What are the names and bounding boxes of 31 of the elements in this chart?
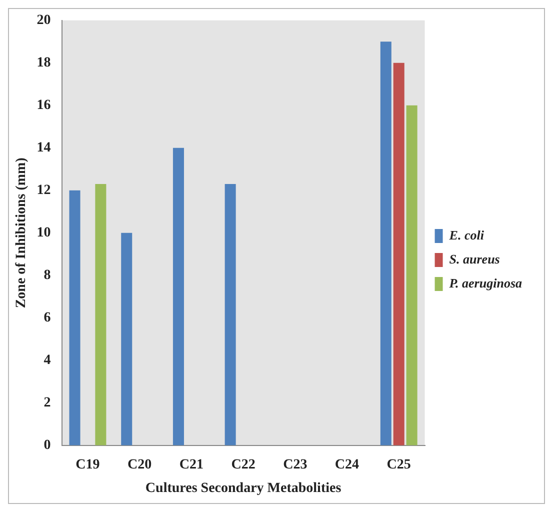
y-tick-label: 0 bbox=[44, 438, 51, 454]
bar bbox=[172, 148, 184, 446]
x-tick-label: C23 bbox=[283, 457, 308, 472]
y-tick-label: 4 bbox=[44, 353, 51, 368]
x-tick-label: C21 bbox=[179, 457, 204, 472]
y-tick-label: 8 bbox=[44, 268, 51, 284]
y-tick-label: 12 bbox=[36, 183, 51, 198]
x-tick-label: C20 bbox=[128, 457, 152, 472]
bar bbox=[406, 105, 418, 446]
x-axis-title: Cultures Secondary Metabolities bbox=[145, 481, 342, 496]
x-tick-label: C24 bbox=[334, 457, 360, 472]
y-tick-label: 10 bbox=[36, 226, 51, 241]
bar bbox=[69, 190, 80, 446]
x-tick-label: C22 bbox=[231, 457, 256, 472]
y-tick-label: 6 bbox=[44, 310, 51, 326]
y-tick-label: 2 bbox=[44, 396, 51, 411]
bar bbox=[393, 62, 404, 446]
legend-label: P. aeruginosa bbox=[449, 275, 522, 290]
y-tick-label: 20 bbox=[36, 13, 51, 28]
bar bbox=[121, 232, 132, 446]
x-tick-label: C25 bbox=[386, 457, 411, 472]
y-tick-label: 18 bbox=[36, 56, 51, 71]
legend-label: E. coli bbox=[448, 227, 484, 242]
x-tick-label: C19 bbox=[76, 457, 100, 472]
y-tick-label: 16 bbox=[36, 98, 51, 114]
bar bbox=[95, 184, 106, 446]
y-tick-label: 14 bbox=[36, 140, 51, 156]
bar bbox=[380, 42, 392, 446]
legend-label: S. aureus bbox=[449, 251, 500, 266]
y-axis-title: Zone of Inhibitions (mm) bbox=[14, 157, 30, 308]
bar bbox=[224, 184, 236, 446]
